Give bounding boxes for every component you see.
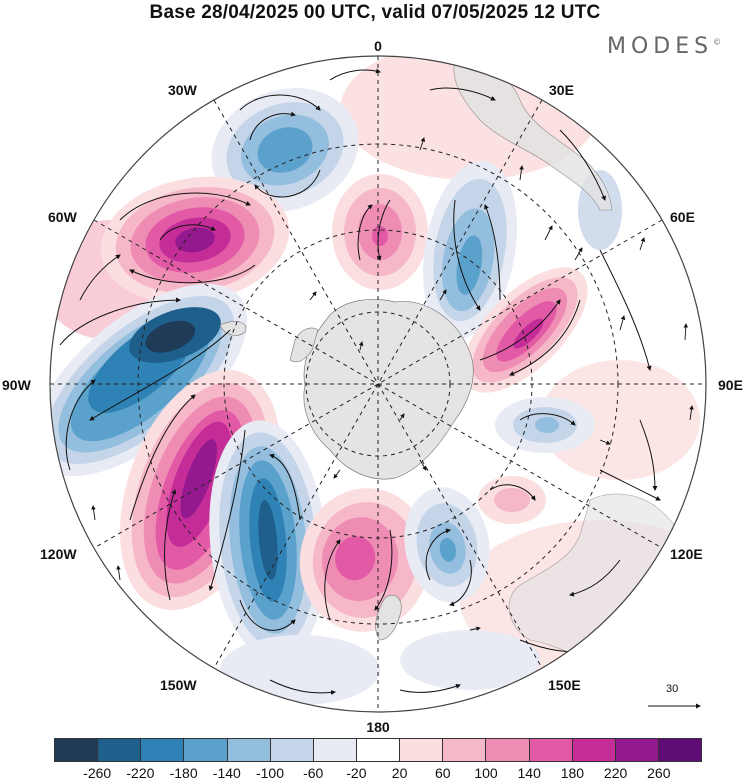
- colorbar-tick-label: 60: [435, 765, 451, 781]
- anomaly-field: [50, 56, 706, 712]
- colorbar-tick-label: 140: [517, 765, 541, 781]
- colorbar-swatch: [270, 739, 314, 761]
- colorbar-swatch: [313, 739, 357, 761]
- colorbar-tick-label: -100: [255, 765, 285, 781]
- modes-logo: MODES©: [607, 34, 722, 59]
- colorbar-swatch: [141, 739, 185, 761]
- colorbar-tick-label: 100: [474, 765, 498, 781]
- colorbar-tick-label: -260: [83, 765, 112, 781]
- lon-label-60e: 60E: [670, 209, 695, 225]
- lon-label-30e: 30E: [549, 82, 574, 98]
- colorbar: [54, 738, 702, 762]
- lon-label-150e: 150E: [548, 677, 581, 693]
- colorbar-swatch: [529, 739, 573, 761]
- colorbar-swatch: [443, 739, 487, 761]
- colorbar-tick-label: -180: [169, 765, 198, 781]
- colorbar-swatch: [400, 739, 444, 761]
- colorbar-tick-label: -60: [303, 765, 324, 781]
- lon-label-120e: 120E: [670, 546, 703, 562]
- colorbar-swatch: [486, 739, 530, 761]
- lon-label-0: 0: [374, 38, 382, 54]
- meridian-lines: [50, 56, 706, 712]
- lon-label-90e: 90E: [718, 377, 743, 393]
- wind-arrows-small: [91, 137, 694, 691]
- colorbar-swatch: [658, 739, 702, 761]
- colorbar-ticks: -260 -220 -180 -140 -100 -60 -20 20 60 100 140 180 2…: [54, 765, 702, 783]
- colorbar-tick-label: -140: [212, 765, 241, 781]
- colorbar-swatch: [184, 739, 228, 761]
- lon-label-180: 180: [366, 719, 390, 735]
- colorbar-swatch: [615, 739, 659, 761]
- lon-label-120w: 120W: [40, 546, 77, 562]
- colorbar-swatch: [227, 739, 271, 761]
- colorbar-tick-label: 260: [647, 765, 671, 781]
- colorbar-tick-label: 20: [391, 765, 408, 781]
- colorbar-tick-label: -20: [346, 765, 367, 781]
- lon-label-150w: 150W: [160, 677, 197, 693]
- colorbar-tick-label: 220: [603, 765, 628, 781]
- map-boundary: [49, 55, 707, 713]
- colorbar-swatch: [98, 739, 142, 761]
- reference-vector-label: 30: [666, 683, 679, 695]
- lon-label-30w: 30W: [168, 82, 198, 98]
- map-title: Base 28/04/2025 00 UTC, valid 07/05/2025…: [149, 2, 601, 23]
- colorbar-tick-label: 180: [560, 765, 585, 781]
- colorbar-tick-label: -220: [126, 765, 155, 781]
- lon-label-60w: 60W: [48, 209, 78, 225]
- colorbar-swatch: [55, 739, 99, 761]
- polar-map: 0 180 90W 90E 30W 60W 30E 60E 120W 150W …: [2, 38, 743, 735]
- lon-label-90w: 90W: [2, 377, 32, 393]
- colorbar-swatch: [572, 739, 616, 761]
- colorbar-swatch: [356, 739, 401, 761]
